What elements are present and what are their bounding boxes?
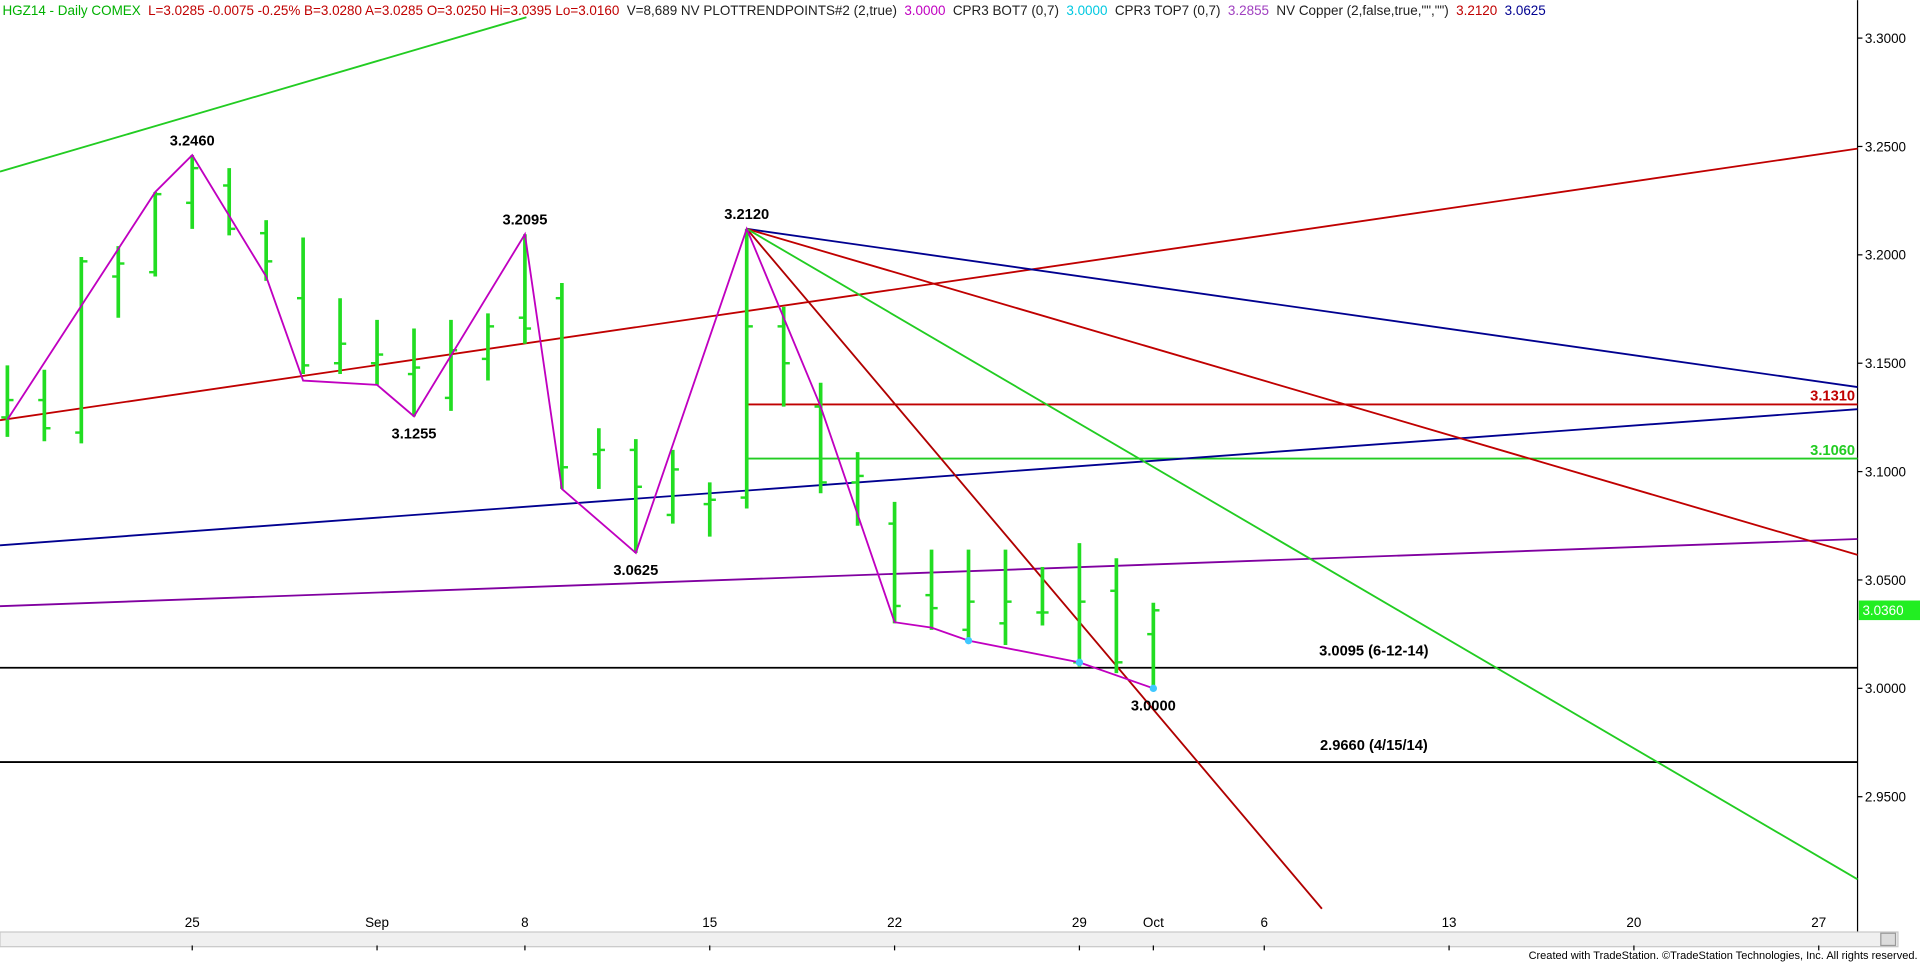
swing-label: 3.2460	[170, 133, 215, 149]
header-segment: HGZ14 - Daily COMEX	[2, 3, 140, 18]
x-tick-label: 25	[185, 915, 200, 930]
level-label: 3.1060	[1810, 443, 1855, 459]
y-tick-label: 3.0000	[1865, 681, 1906, 696]
trend-point	[1075, 658, 1084, 667]
y-tick-label: 2.9500	[1865, 790, 1906, 805]
level-label: 3.0095 (6-12-14)	[1319, 644, 1429, 660]
header-segment: CPR3 TOP7 (0,7)	[1115, 3, 1221, 18]
trend-line	[0, 147, 1858, 422]
trend-line	[746, 227, 1858, 556]
swing-label: 3.2120	[724, 207, 769, 223]
scroll-button[interactable]	[1880, 932, 1897, 947]
scrollbar[interactable]	[0, 931, 1899, 948]
x-tick-label: 29	[1072, 915, 1087, 930]
y-tick-label: 3.3000	[1865, 31, 1906, 46]
x-tick-label: 8	[521, 915, 528, 930]
y-tick-label: 3.0500	[1865, 573, 1906, 588]
level-label: 2.9660 (4/15/14)	[1320, 738, 1428, 754]
swing-label: 3.0625	[613, 563, 658, 579]
header-segment: V=8,689 NV PLOTTRENDPOINTS#2 (2,true)	[627, 3, 897, 18]
y-tick-label: 3.1500	[1865, 356, 1906, 371]
trend-line	[0, 408, 1858, 547]
trend-line	[746, 228, 1323, 910]
header-segment: NV Copper (2,false,true,"","")	[1276, 3, 1448, 18]
swing-label: 3.2095	[502, 212, 547, 228]
header-segment: 3.0625	[1505, 3, 1546, 18]
trend-line	[0, 16, 527, 173]
swing-label: 3.0000	[1131, 698, 1176, 714]
zigzag-line	[6, 153, 1154, 690]
x-tick-label: 20	[1626, 915, 1641, 930]
header-segment: 3.0000	[904, 3, 945, 18]
header-segment: CPR3 BOT7 (0,7)	[953, 3, 1059, 18]
y-tick-label: 3.2000	[1865, 248, 1906, 263]
x-tick-label: 27	[1811, 915, 1826, 930]
x-tick-label: 15	[702, 915, 717, 930]
x-tick-label: 6	[1261, 915, 1268, 930]
y-tick-label: 3.2500	[1865, 139, 1906, 154]
x-tick-label: 22	[887, 915, 902, 930]
trend-line	[746, 227, 1858, 388]
x-tick-label: Oct	[1143, 915, 1164, 930]
trend-point	[1149, 684, 1158, 693]
header-segment: 3.0000	[1066, 3, 1107, 18]
footer: Created with TradeStation. ©TradeStation…	[1529, 950, 1918, 962]
level-label: 3.1310	[1810, 389, 1855, 405]
trend-line	[746, 228, 1859, 881]
header-segment: 3.2120	[1456, 3, 1497, 18]
trend-line	[0, 538, 1858, 608]
last-price-label: 3.0360	[1862, 603, 1903, 618]
header-segment: 3.2855	[1228, 3, 1269, 18]
x-tick-label: Sep	[365, 915, 389, 930]
header: HGZ14 - Daily COMEX L=3.0285 -0.0075 -0.2…	[2, 3, 1545, 18]
swing-label: 3.1255	[392, 426, 437, 442]
y-tick-label: 3.1000	[1865, 464, 1906, 479]
trend-point	[964, 636, 973, 645]
header-segment: L=3.0285 -0.0075 -0.25% B=3.0280 A=3.028…	[148, 3, 619, 18]
last-price-box	[1858, 600, 1920, 621]
x-tick-label: 13	[1442, 915, 1457, 930]
